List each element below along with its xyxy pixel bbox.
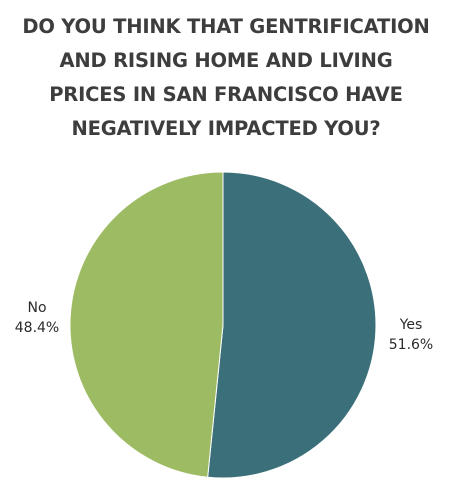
chart-title: DO YOU THINK THAT GENTRIFICATION AND RIS…: [22, 15, 430, 140]
slice-label-yes-value: 51.6%: [388, 337, 434, 353]
pie-slice-yes: [207, 171, 377, 479]
slice-label-no: No 48.4%: [4, 298, 70, 338]
slice-label-yes: Yes 51.6%: [378, 315, 444, 355]
slice-label-no-name: No: [27, 300, 47, 316]
slice-label-no-value: 48.4%: [14, 320, 60, 336]
slice-label-yes-name: Yes: [399, 317, 423, 333]
pie-slice-no: [69, 171, 224, 478]
